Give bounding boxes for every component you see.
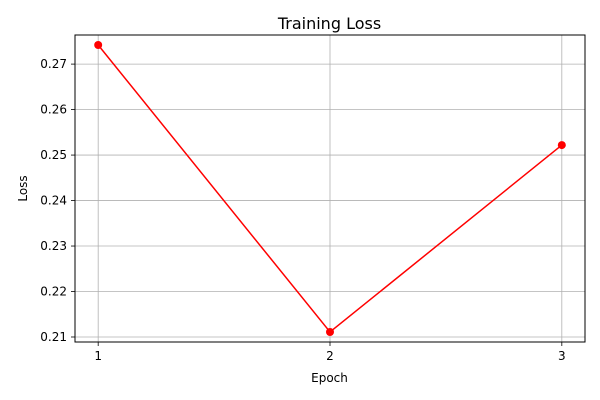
x-tick-label: 2 xyxy=(326,349,334,363)
data-point xyxy=(326,327,334,336)
y-tick-label: 0.22 xyxy=(40,285,67,299)
x-tick-label: 1 xyxy=(94,349,102,363)
y-axis-label: Loss xyxy=(16,175,30,201)
y-tick-label: 0.24 xyxy=(40,194,67,208)
plot-frame xyxy=(74,34,586,343)
grid-lines xyxy=(75,35,585,342)
y-tick-label: 0.26 xyxy=(40,103,67,117)
axis-ticks: 1 2 3 0.21 0.22 0.23 0.24 0.25 0.26 0.27 xyxy=(40,57,565,363)
x-tick-label: 3 xyxy=(558,349,566,363)
data-point xyxy=(557,141,566,150)
x-axis-label: Epoch xyxy=(311,371,348,385)
y-tick-label: 0.25 xyxy=(40,148,67,162)
y-tick-label: 0.21 xyxy=(40,330,67,344)
y-tick-label: 0.23 xyxy=(40,239,67,253)
y-tick-label: 0.27 xyxy=(40,57,67,71)
chart-title: Training Loss xyxy=(277,14,381,33)
data-point xyxy=(94,41,103,50)
series-layer xyxy=(94,41,566,336)
